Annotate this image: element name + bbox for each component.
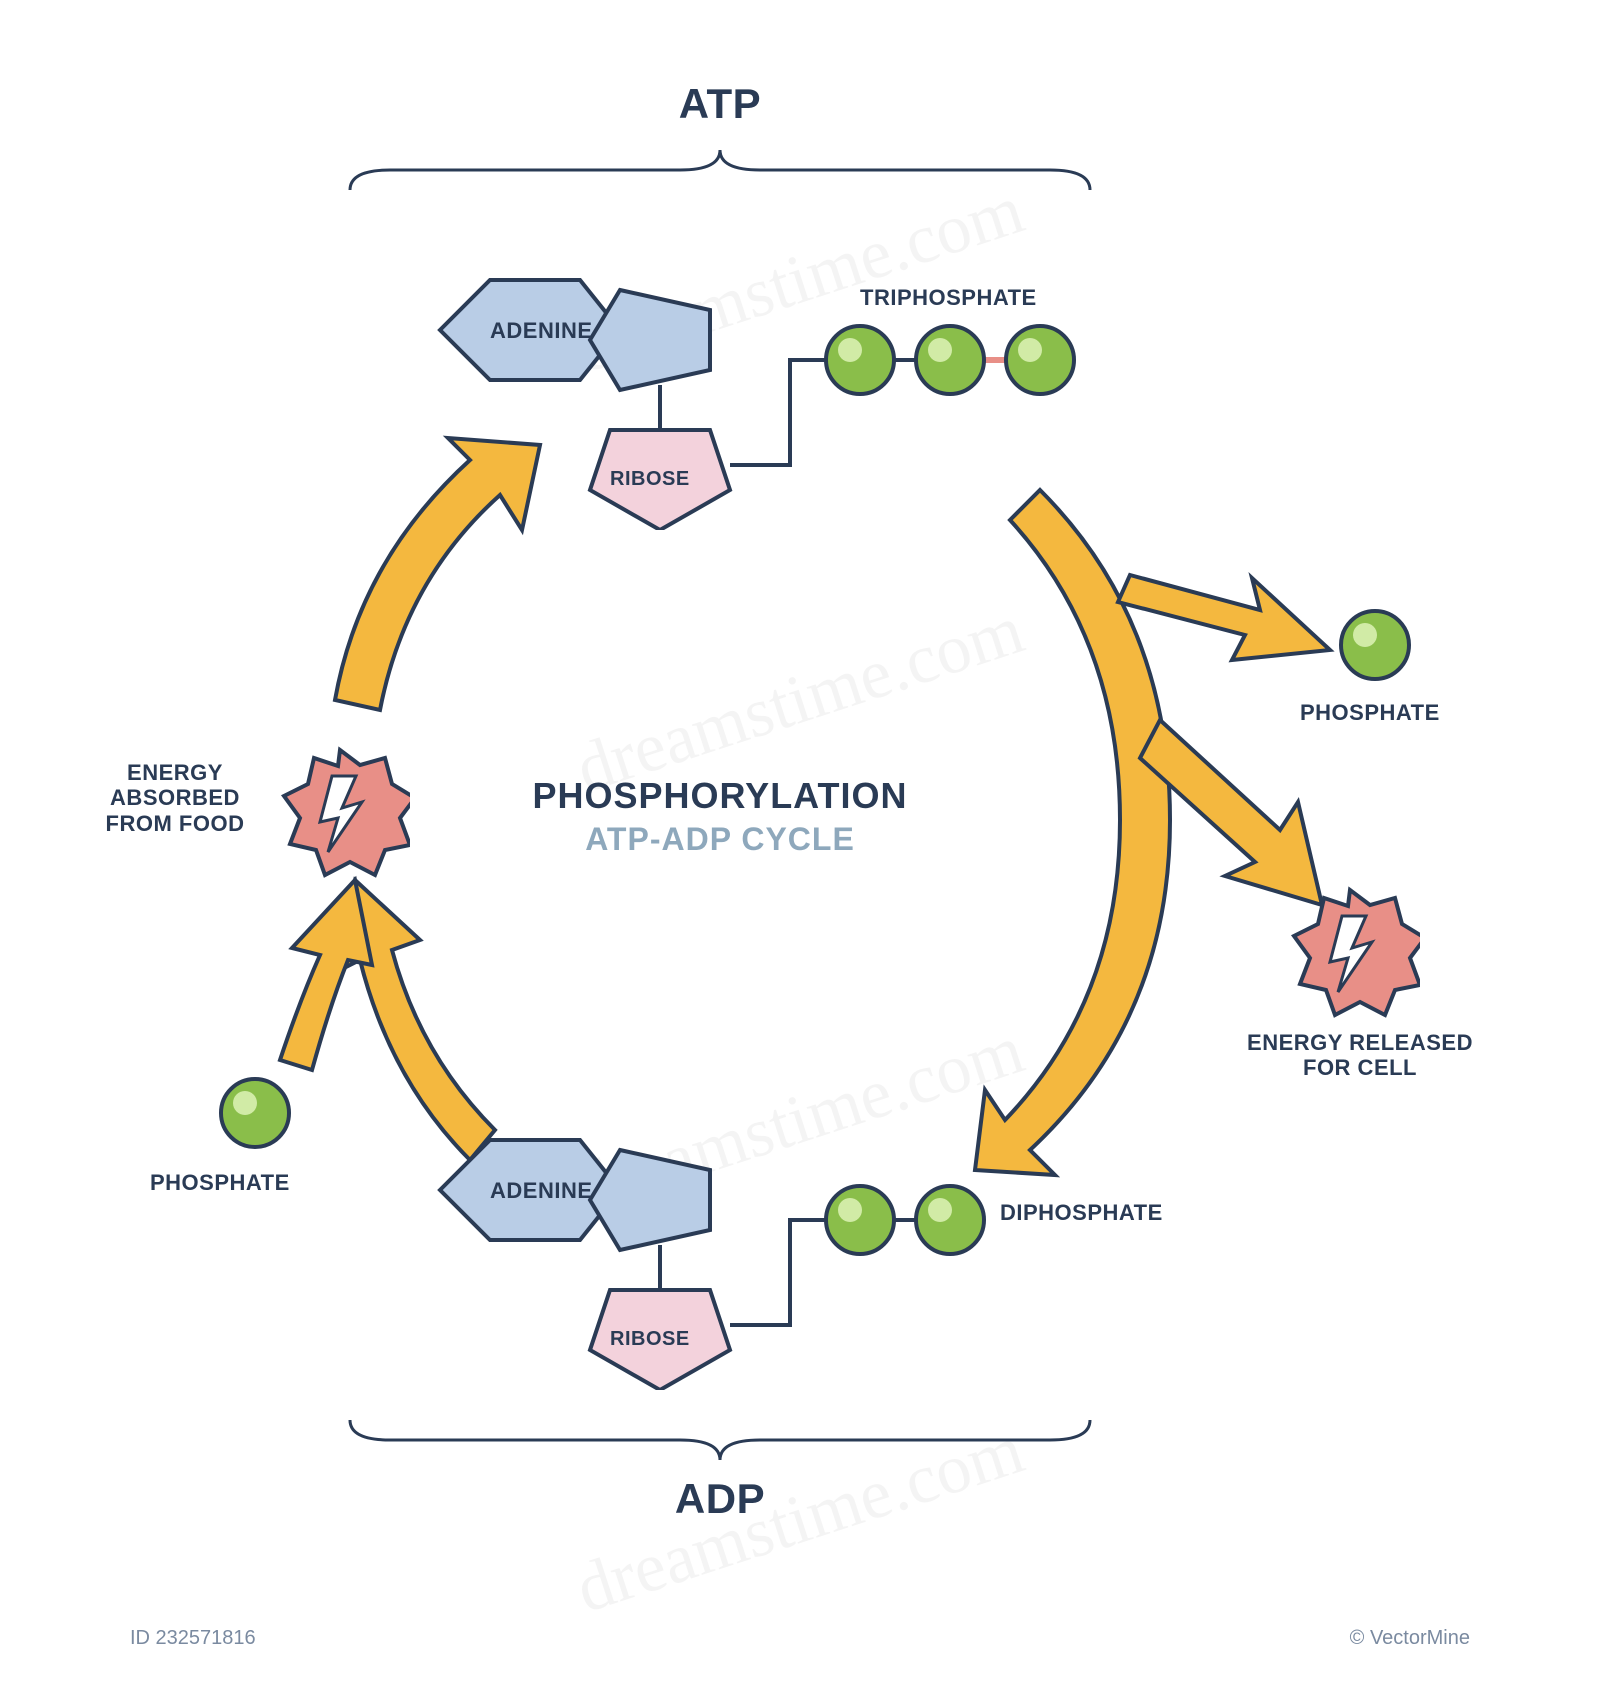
phosphate-out-label: PHOSPHATE	[1300, 700, 1440, 725]
brace-bottom	[340, 1410, 1100, 1470]
energy-out-label: ENERGY RELEASED FOR CELL	[1240, 1030, 1480, 1081]
diphosphate	[826, 1186, 984, 1254]
diagram-canvas: dreamstime.com dreamstime.com dreamstime…	[0, 0, 1600, 1690]
adenine-label: ADENINE	[490, 1178, 593, 1203]
phosphate-in	[210, 1068, 300, 1163]
adp-molecule: ADENINE RIBOSE	[380, 1090, 1120, 1390]
energy-out	[1280, 880, 1420, 1025]
energy-in-label: ENERGY ABSORBED FROM FOOD	[80, 760, 270, 836]
diphosphate-label: DIPHOSPHATE	[1000, 1200, 1163, 1225]
image-author: © VectorMine	[1350, 1627, 1470, 1650]
phosphate-in-label: PHOSPHATE	[150, 1170, 290, 1195]
image-id: ID 232571816	[130, 1627, 256, 1650]
adp-group-label: ADP	[620, 1475, 820, 1523]
energy-in	[270, 740, 410, 885]
phosphate-out	[1330, 600, 1420, 695]
arrow-left-lower-2	[280, 880, 372, 1070]
ribose-label: RIBOSE	[610, 1328, 690, 1351]
arrow-left-upper	[335, 438, 540, 710]
arrow-branch-phosphate	[1118, 575, 1330, 660]
